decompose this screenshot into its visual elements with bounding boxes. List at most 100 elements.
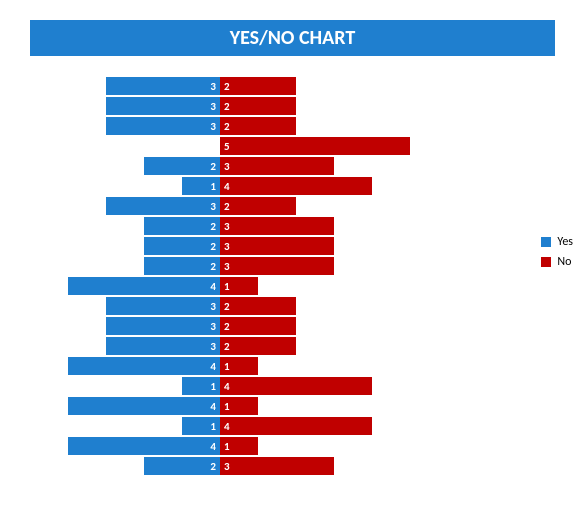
no-bar: 2	[220, 317, 296, 335]
bar-row: 23	[30, 456, 555, 476]
yes-cell: 2	[30, 237, 220, 255]
yes-cell: 4	[30, 357, 220, 375]
bar-row: 32	[30, 316, 555, 336]
chart-title: YES/NO CHART	[30, 20, 555, 56]
no-cell: 3	[220, 237, 410, 255]
yes-bar: 3	[106, 117, 220, 135]
no-cell: 2	[220, 97, 410, 115]
yes-bar: 2	[144, 217, 220, 235]
yes-bar: 1	[182, 377, 220, 395]
bar-row: 14	[30, 376, 555, 396]
yes-cell: 1	[30, 377, 220, 395]
no-cell: 3	[220, 217, 410, 235]
no-bar: 1	[220, 357, 258, 375]
bar-row: 23	[30, 256, 555, 276]
no-bar: 2	[220, 97, 296, 115]
yes-cell: 2	[30, 157, 220, 175]
no-bar: 2	[220, 337, 296, 355]
no-bar: 2	[220, 197, 296, 215]
legend-label-no: No	[557, 255, 571, 269]
no-cell: 4	[220, 177, 410, 195]
no-cell: 1	[220, 357, 410, 375]
no-cell: 1	[220, 397, 410, 415]
no-bar: 3	[220, 157, 334, 175]
no-cell: 2	[220, 117, 410, 135]
no-cell: 3	[220, 157, 410, 175]
bar-row: 32	[30, 336, 555, 356]
bar-row: 23	[30, 236, 555, 256]
no-bar: 1	[220, 397, 258, 415]
yes-bar: 2	[144, 237, 220, 255]
yes-bar: 4	[68, 357, 220, 375]
bar-row: 41	[30, 436, 555, 456]
bars-wrapper: 323232523143223232341323232411441144123	[30, 76, 555, 476]
no-cell: 2	[220, 297, 410, 315]
no-cell: 1	[220, 437, 410, 455]
bar-row: 32	[30, 296, 555, 316]
bar-row: 23	[30, 216, 555, 236]
no-bar: 2	[220, 297, 296, 315]
bar-row: 32	[30, 196, 555, 216]
no-cell: 2	[220, 77, 410, 95]
bar-row: 41	[30, 276, 555, 296]
no-cell: 2	[220, 197, 410, 215]
yes-cell: 3	[30, 337, 220, 355]
yes-bar: 3	[106, 77, 220, 95]
no-bar: 5	[220, 137, 410, 155]
chart-container: YES/NO CHART 323232523143223232341323232…	[0, 0, 585, 496]
legend-swatch-yes	[541, 237, 551, 247]
yes-bar: 1	[182, 177, 220, 195]
yes-bar: 3	[106, 197, 220, 215]
yes-cell: 3	[30, 77, 220, 95]
yes-cell: 3	[30, 197, 220, 215]
yes-bar: 3	[106, 337, 220, 355]
legend: Yes No	[541, 235, 573, 275]
yes-cell: 2	[30, 457, 220, 475]
no-cell: 2	[220, 337, 410, 355]
no-cell: 4	[220, 417, 410, 435]
no-cell: 1	[220, 277, 410, 295]
yes-bar: 3	[106, 317, 220, 335]
no-bar: 4	[220, 417, 372, 435]
legend-label-yes: Yes	[557, 235, 573, 249]
yes-bar: 4	[68, 437, 220, 455]
legend-item-no: No	[541, 255, 573, 269]
no-cell: 5	[220, 137, 410, 155]
no-bar: 3	[220, 237, 334, 255]
yes-cell: 3	[30, 317, 220, 335]
bar-row: 14	[30, 416, 555, 436]
yes-cell: 2	[30, 217, 220, 235]
yes-bar: 4	[68, 397, 220, 415]
no-cell: 4	[220, 377, 410, 395]
bar-row: 32	[30, 76, 555, 96]
no-bar: 2	[220, 77, 296, 95]
bar-row: 14	[30, 176, 555, 196]
yes-cell: 3	[30, 117, 220, 135]
yes-bar: 2	[144, 157, 220, 175]
legend-item-yes: Yes	[541, 235, 573, 249]
no-bar: 4	[220, 177, 372, 195]
no-cell: 3	[220, 457, 410, 475]
yes-cell: 3	[30, 97, 220, 115]
no-bar: 2	[220, 117, 296, 135]
no-bar: 1	[220, 277, 258, 295]
no-cell: 2	[220, 317, 410, 335]
bar-row: 41	[30, 356, 555, 376]
bar-row: 23	[30, 156, 555, 176]
no-bar: 3	[220, 217, 334, 235]
no-cell: 3	[220, 257, 410, 275]
yes-cell: 1	[30, 177, 220, 195]
yes-bar: 2	[144, 257, 220, 275]
yes-bar: 4	[68, 277, 220, 295]
no-bar: 1	[220, 437, 258, 455]
bar-row: 32	[30, 116, 555, 136]
bar-row: 5	[30, 136, 555, 156]
yes-cell: 4	[30, 277, 220, 295]
yes-cell: 2	[30, 257, 220, 275]
legend-swatch-no	[541, 257, 551, 267]
yes-cell: 4	[30, 437, 220, 455]
bar-row: 32	[30, 96, 555, 116]
no-bar: 3	[220, 257, 334, 275]
bar-row: 41	[30, 396, 555, 416]
yes-bar: 2	[144, 457, 220, 475]
